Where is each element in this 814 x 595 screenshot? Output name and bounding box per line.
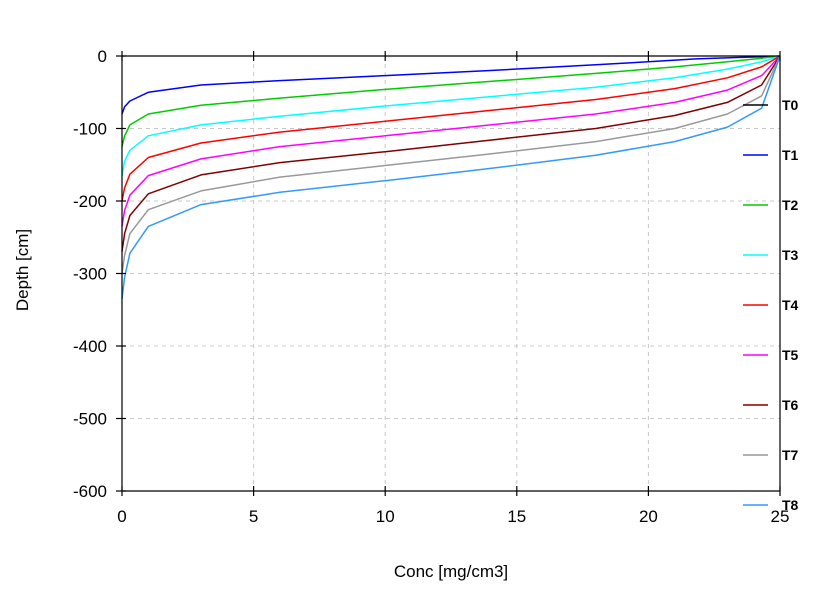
y-tick-label: -200 bbox=[73, 192, 107, 211]
y-tick-label: -600 bbox=[73, 482, 107, 501]
legend-label-t7: T7 bbox=[782, 447, 799, 463]
series-line-t5 bbox=[121, 55, 781, 227]
x-tick-label: 0 bbox=[117, 507, 126, 526]
y-tick-label: -100 bbox=[73, 120, 107, 139]
x-tick-label: 20 bbox=[639, 507, 658, 526]
legend: T0 T1 T2 T3 T4 T5 T6 T7 T8 bbox=[743, 97, 799, 513]
legend-label-t6: T6 bbox=[782, 397, 799, 413]
y-tick-label: 0 bbox=[98, 47, 107, 66]
legend-label-t0: T0 bbox=[782, 97, 799, 113]
axes: 0 5 10 15 20 25 0 -100 -200 -300 -400 -500 -600 bbox=[73, 47, 789, 526]
series-line-t2 bbox=[121, 55, 781, 147]
series-line-t6 bbox=[121, 55, 781, 252]
legend-label-t8: T8 bbox=[782, 497, 799, 513]
grid-lines bbox=[122, 56, 780, 491]
legend-label-t1: T1 bbox=[782, 147, 799, 163]
x-tick-label: 10 bbox=[376, 507, 395, 526]
series-line-t4 bbox=[121, 55, 781, 202]
legend-label-t3: T3 bbox=[782, 247, 799, 263]
y-axis-label: Depth [cm] bbox=[13, 229, 32, 311]
series-line-t7 bbox=[121, 55, 781, 274]
series-line-t1 bbox=[121, 55, 781, 115]
x-tick-label: 15 bbox=[507, 507, 526, 526]
y-tick-label: -500 bbox=[73, 410, 107, 429]
legend-label-t5: T5 bbox=[782, 347, 799, 363]
x-axis-label: Conc [mg/cm3] bbox=[394, 562, 508, 581]
x-tick-label: 5 bbox=[249, 507, 258, 526]
y-tick-label: -300 bbox=[73, 265, 107, 284]
series-lines bbox=[121, 55, 781, 299]
legend-label-t2: T2 bbox=[782, 197, 799, 213]
x-tick-label: 25 bbox=[771, 507, 790, 526]
legend-label-t4: T4 bbox=[782, 297, 799, 313]
series-line-t8 bbox=[121, 55, 781, 299]
series-line-t3 bbox=[121, 55, 781, 176]
y-tick-label: -400 bbox=[73, 337, 107, 356]
